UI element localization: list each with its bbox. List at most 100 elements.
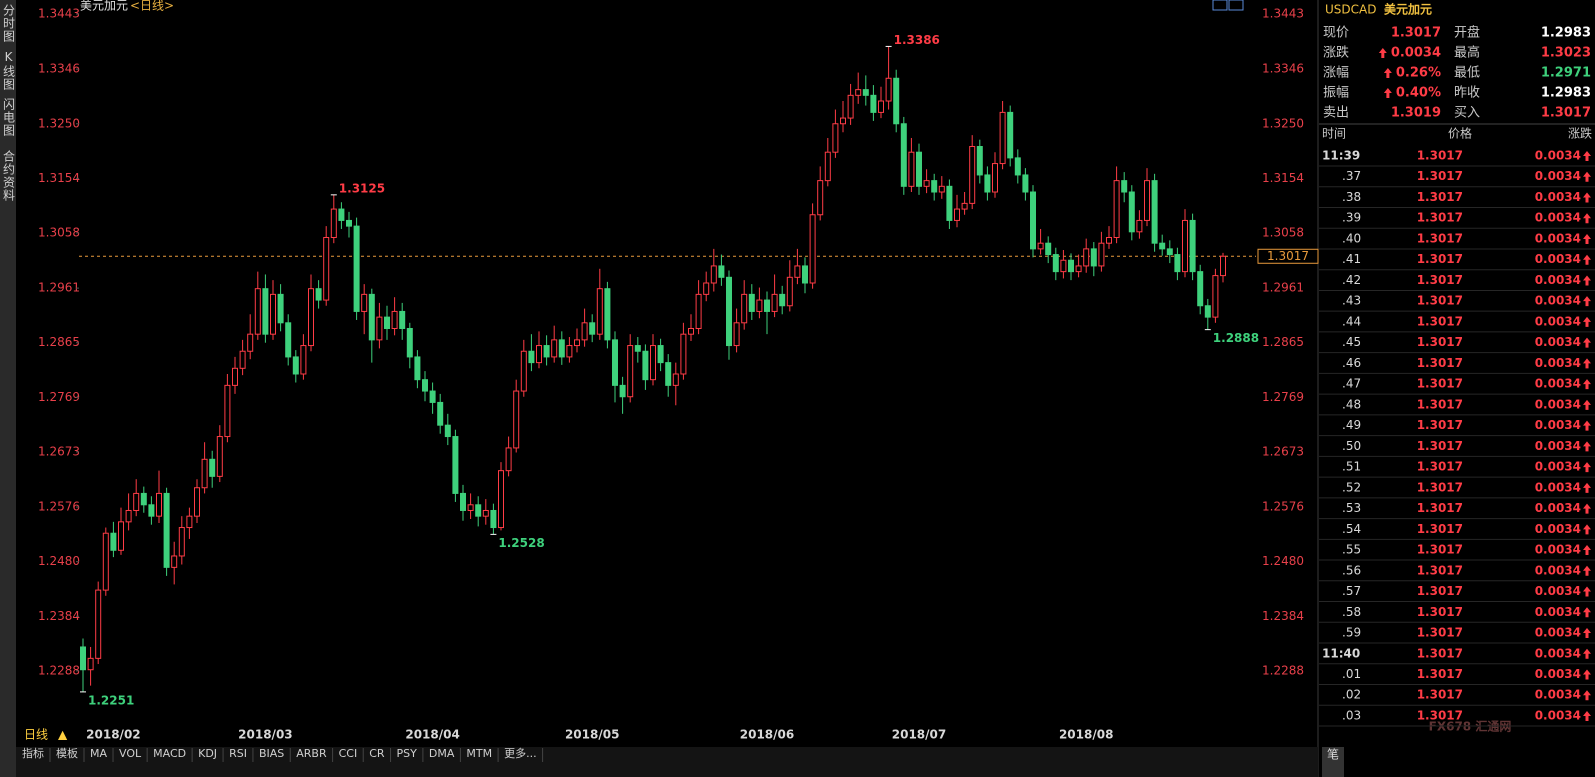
up-arrow: [1583, 399, 1591, 410]
candle-body: [536, 345, 542, 364]
candle-body: [680, 333, 687, 375]
tick-price: 1.3017: [1417, 522, 1463, 536]
y-tick-label: 1.2288: [38, 663, 80, 677]
ticks-header: 时间: [1322, 127, 1346, 141]
period-button[interactable]: 日线: [24, 728, 48, 742]
footer-tab[interactable]: 笔: [1327, 747, 1339, 762]
toolbar-tab[interactable]: 模板: [56, 746, 78, 760]
up-arrow: [1583, 275, 1591, 286]
y-tick-label-right: 1.2480: [1262, 554, 1304, 568]
tick-time: .46: [1342, 356, 1361, 370]
toolbar-tab[interactable]: CR: [369, 747, 385, 760]
y-tick-label-right: 1.3346: [1262, 62, 1304, 76]
toolbar-tab[interactable]: BIAS: [259, 747, 284, 760]
tick-price: 1.3017: [1417, 169, 1463, 183]
candle-body: [786, 276, 793, 307]
sidebar-tab[interactable]: 分时图: [2, 4, 16, 43]
quote-label: 最低: [1454, 66, 1480, 81]
extreme-label: 1.2528: [498, 536, 544, 550]
icon[interactable]: [1228, 0, 1244, 11]
candle-body: [1197, 271, 1204, 307]
y-tick-label-right: 1.2673: [1262, 444, 1304, 458]
tick-price: 1.3017: [1417, 501, 1463, 515]
tick-time: .50: [1342, 439, 1361, 453]
sidebar-tab[interactable]: K线图: [2, 50, 16, 91]
candle-body: [262, 288, 269, 335]
candle-body: [232, 367, 238, 386]
candle-body: [558, 339, 565, 358]
quote-name: 美元加元: [1384, 2, 1432, 17]
candle-body: [133, 492, 140, 511]
candle-body: [1113, 180, 1120, 239]
last-price-box: [1257, 248, 1319, 264]
tick-time: .37: [1342, 169, 1361, 183]
candle-body: [832, 123, 839, 153]
y-tick-label: 1.3154: [38, 171, 80, 185]
toolbar-tab[interactable]: MACD: [153, 747, 186, 760]
toolbar-tab[interactable]: VOL: [119, 747, 142, 760]
y-tick-label: 1.2961: [38, 281, 80, 295]
candle-body: [946, 185, 953, 221]
tick-price: 1.3017: [1417, 439, 1463, 453]
candle-body: [954, 208, 960, 221]
toolbar-tab[interactable]: CCI: [339, 747, 358, 760]
toolbar-tab[interactable]: RSI: [229, 747, 247, 760]
sidebar: [0, 0, 16, 777]
toolbar: [16, 747, 1318, 777]
candle-body: [764, 299, 770, 312]
up-arrow: [1583, 669, 1591, 680]
toolbar-tab[interactable]: MTM: [466, 747, 492, 760]
candle-body: [209, 458, 216, 477]
candle-body: [642, 350, 649, 381]
toolbar-tab[interactable]: PSY: [397, 747, 418, 760]
candle-body: [171, 555, 178, 568]
y-tick-label: 1.2769: [38, 390, 80, 404]
candle-body: [467, 504, 474, 511]
quote-label: 振幅: [1323, 86, 1349, 101]
icon[interactable]: [1212, 0, 1228, 11]
up-arrow: [1583, 690, 1591, 701]
candle-body: [384, 316, 390, 329]
tick-time: .43: [1342, 294, 1361, 308]
tick-price: 1.3017: [1417, 605, 1463, 619]
sidebar-tab[interactable]: 闪电图: [2, 98, 16, 137]
quote-label: 涨幅: [1323, 66, 1349, 81]
candle-body: [916, 151, 922, 187]
toolbar-tab[interactable]: ARBR: [296, 747, 327, 760]
candle-body: [938, 185, 945, 193]
extreme-label: 1.3386: [894, 33, 940, 47]
candle-body: [566, 345, 573, 358]
ticks-header: 涨跌: [1568, 126, 1592, 141]
toolbar-tab[interactable]: DMA: [429, 747, 455, 760]
up-arrow: [1583, 233, 1591, 244]
up-arrow: [1583, 565, 1591, 576]
candle-body: [1166, 248, 1173, 256]
y-tick-label: 1.3250: [38, 116, 80, 130]
sidebar-tab[interactable]: 合约资料: [2, 149, 16, 202]
quote-value: 0.26%: [1396, 66, 1441, 81]
toolbar-tab[interactable]: 指标: [22, 746, 44, 760]
tick-change: 0.0034: [1535, 626, 1581, 640]
tick-change: 0.0034: [1535, 418, 1581, 432]
candle-body: [672, 373, 679, 386]
candle-body: [581, 322, 588, 341]
toolbar-tab[interactable]: MA: [90, 747, 107, 760]
tick-price: 1.3017: [1417, 626, 1463, 640]
candle-body: [1204, 305, 1211, 318]
toolbar-tab[interactable]: 更多...: [504, 746, 537, 760]
tick-time: .58: [1342, 605, 1361, 619]
candle-body: [254, 288, 261, 335]
quote-label: 最高: [1454, 45, 1480, 61]
tick-time: .47: [1342, 377, 1361, 391]
y-tick-label-right: 1.3154: [1262, 171, 1304, 185]
candle-body: [1189, 219, 1196, 273]
up-arrow: [1583, 171, 1591, 182]
tick-time: .56: [1342, 563, 1361, 577]
y-tick-label: 1.2576: [38, 500, 80, 514]
candle-body: [330, 208, 337, 239]
toolbar-tab[interactable]: KDJ: [198, 747, 217, 760]
candle-body: [923, 180, 930, 187]
quote-value: 1.3017: [1391, 26, 1441, 41]
x-tick-label: 2018/03: [238, 728, 292, 742]
candle-body: [140, 492, 147, 506]
